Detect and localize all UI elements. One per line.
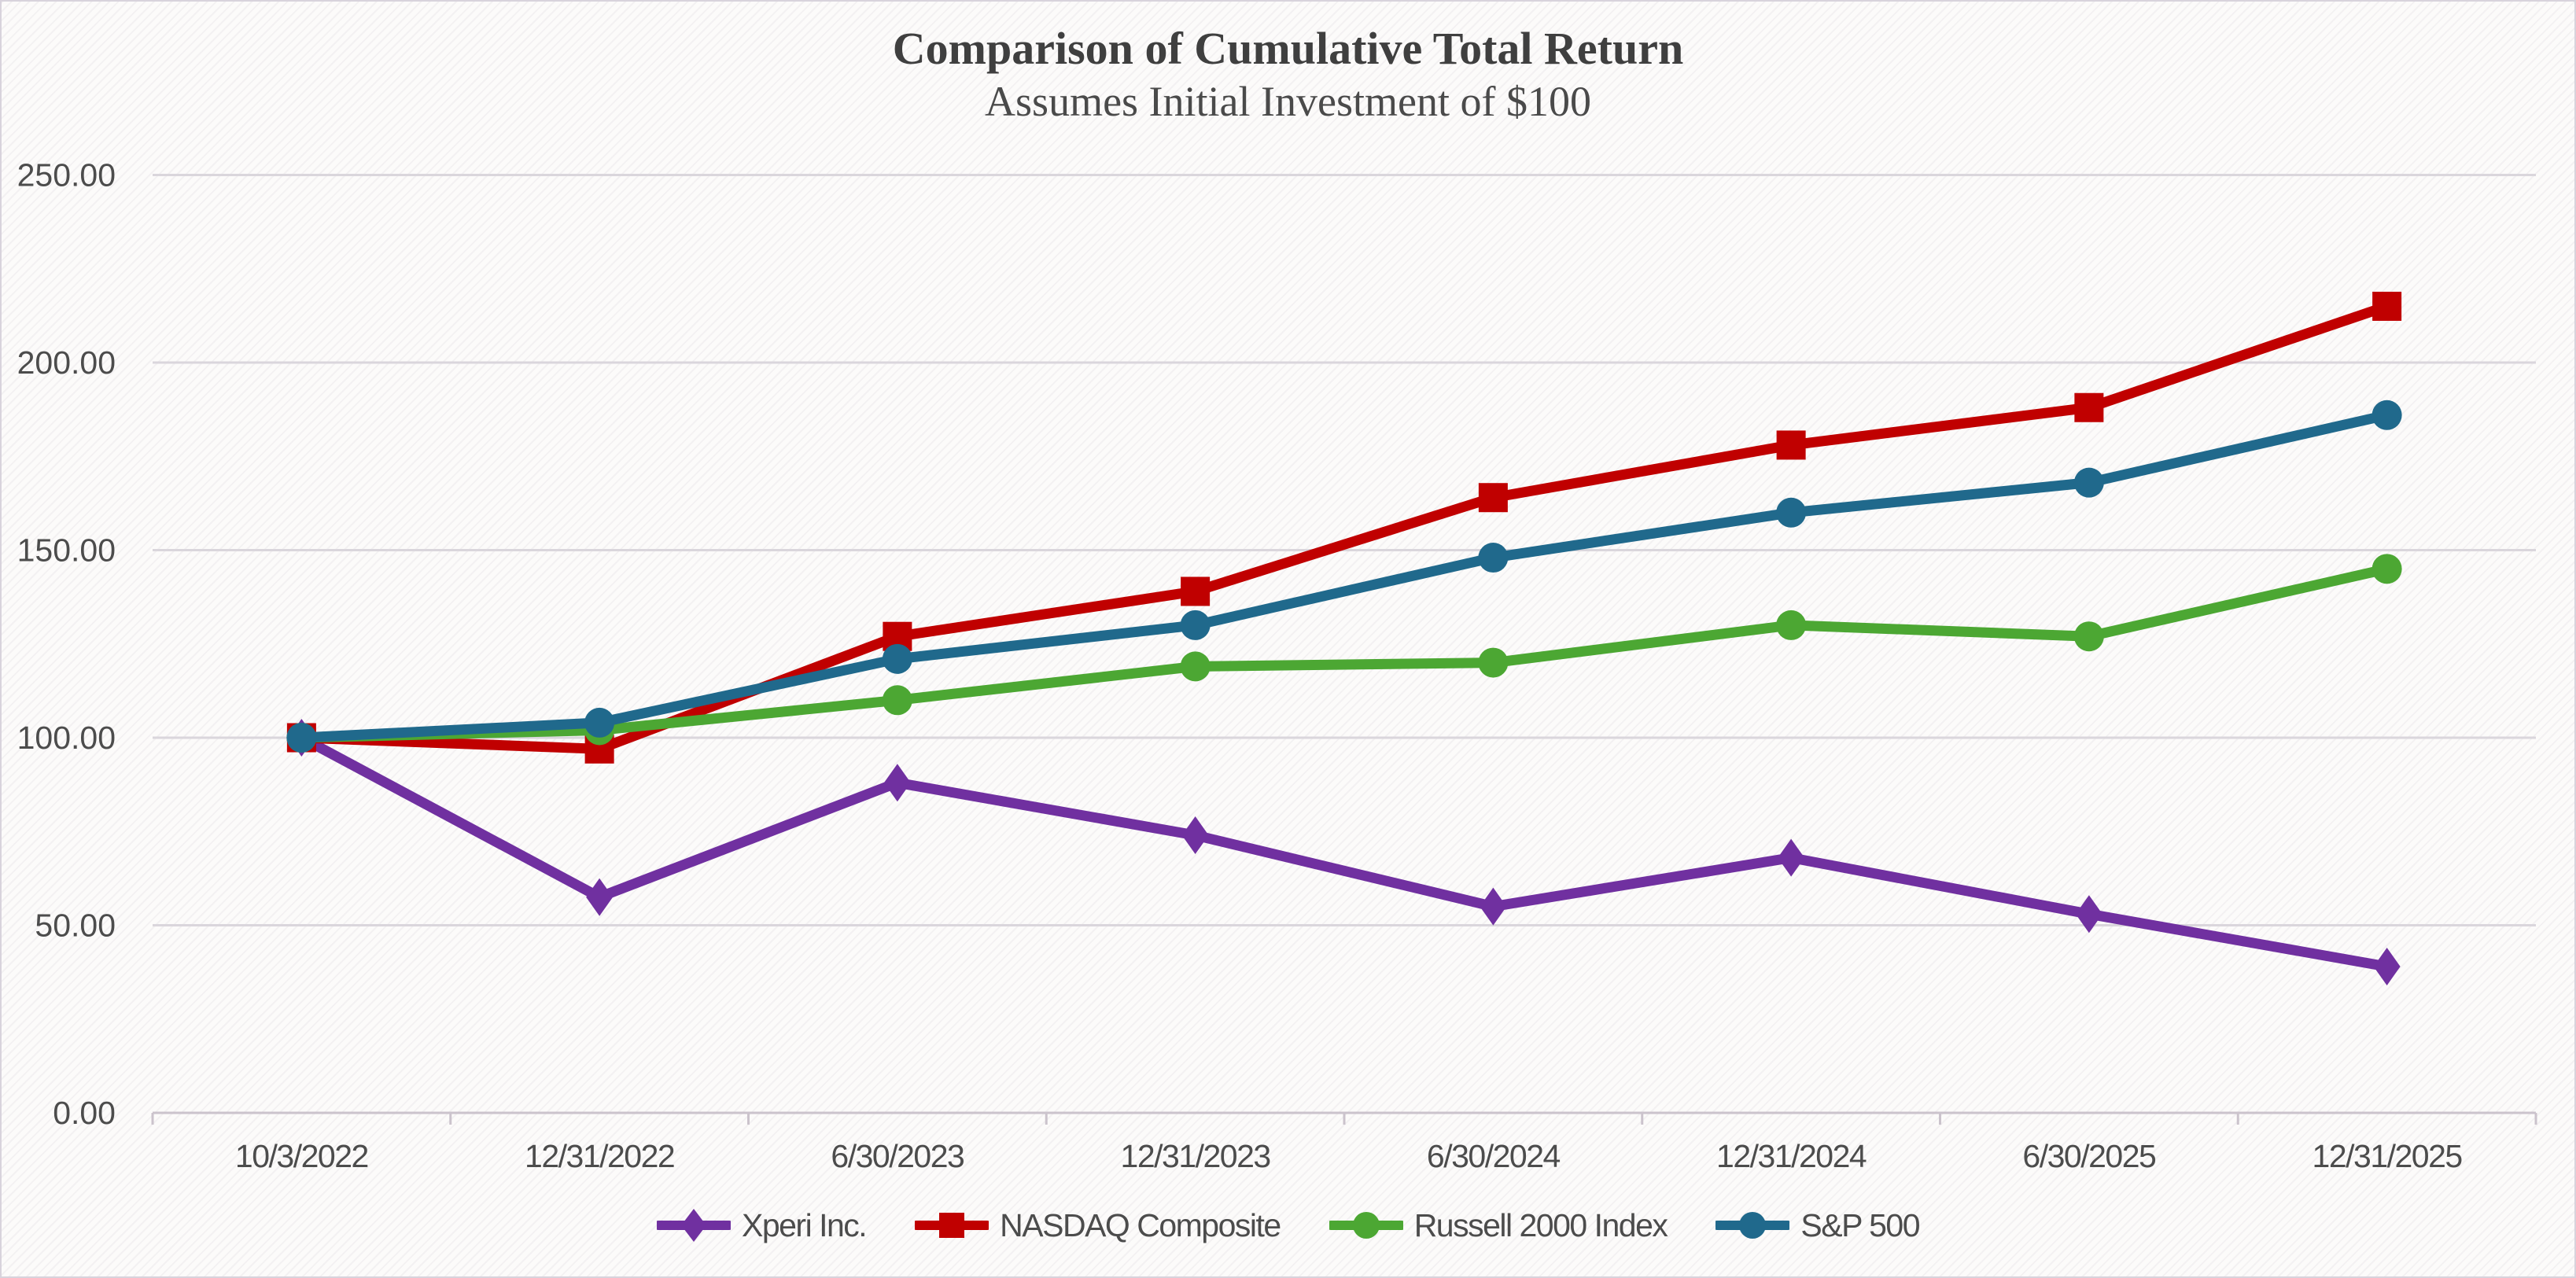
legend-key-circle-icon xyxy=(1329,1212,1403,1239)
circle-marker xyxy=(286,723,317,753)
square-marker xyxy=(2074,392,2104,422)
circle-marker xyxy=(2371,554,2402,584)
y-tick-label: 200.00 xyxy=(17,344,116,381)
circle-marker xyxy=(2371,400,2402,430)
legend-key-circle-icon xyxy=(1715,1212,1790,1239)
diamond-marker xyxy=(1480,887,1507,926)
x-tick-label: 6/30/2023 xyxy=(831,1138,964,1174)
circle-marker xyxy=(1180,651,1211,682)
diamond-marker xyxy=(2373,947,2401,985)
chart-title: Comparison of Cumulative Total Return xyxy=(892,23,1684,74)
square-marker xyxy=(1181,576,1211,606)
y-tick-label: 100.00 xyxy=(17,720,116,756)
legend-label-s-p-500: S&P 500 xyxy=(1800,1206,1920,1243)
circle-marker xyxy=(1776,610,1807,640)
circle-marker xyxy=(1478,647,1509,678)
legend-item-nasdaq-composite: NASDAQ Composite xyxy=(915,1205,1281,1246)
x-tick-label: 12/31/2025 xyxy=(2313,1138,2463,1174)
legend-key-diamond-icon xyxy=(656,1209,731,1242)
series-line-s-p-500 xyxy=(296,410,2393,743)
square-marker xyxy=(1776,430,1806,460)
y-tick-label: 150.00 xyxy=(17,532,116,569)
circle-marker xyxy=(2073,467,2104,498)
x-tick-label: 6/30/2025 xyxy=(2022,1138,2156,1174)
legend-label-russell-2000-index: Russell 2000 Index xyxy=(1413,1206,1668,1243)
diamond-marker xyxy=(2075,895,2102,934)
series-line-nasdaq-composite xyxy=(296,300,2393,754)
chart-subtitle: Assumes Initial Investment of $100 xyxy=(985,78,1591,125)
series-line-xperi-inc- xyxy=(296,732,2393,972)
square-marker xyxy=(2372,291,2402,321)
circle-marker xyxy=(882,685,912,716)
x-tick-label: 12/31/2024 xyxy=(1716,1138,1867,1174)
circle-marker xyxy=(882,643,912,674)
legend-item-xperi-inc-: Xperi Inc. xyxy=(656,1205,868,1246)
x-tick-label: 12/31/2023 xyxy=(1121,1138,1270,1174)
y-tick-label: 0.00 xyxy=(53,1095,116,1131)
legend-label-xperi-inc-: Xperi Inc. xyxy=(741,1206,868,1243)
diamond-marker xyxy=(883,764,911,802)
legend: Xperi Inc. NASDAQ Composite Russell 2000 I… xyxy=(2,1200,2574,1250)
circle-marker xyxy=(1478,543,1509,573)
legend-item-russell-2000-index: Russell 2000 Index xyxy=(1329,1205,1668,1246)
x-tick-label: 10/3/2022 xyxy=(235,1138,368,1174)
diamond-marker xyxy=(1778,838,1805,877)
x-tick-label: 6/30/2024 xyxy=(1427,1138,1561,1174)
x-tick-label: 12/31/2022 xyxy=(525,1138,674,1174)
y-tick-label: 50.00 xyxy=(35,908,116,944)
circle-marker xyxy=(1180,610,1211,640)
legend-item-s-p-500: S&P 500 xyxy=(1715,1205,1921,1246)
diamond-marker xyxy=(586,878,614,916)
circle-marker xyxy=(1776,497,1807,528)
square-marker xyxy=(1478,483,1508,513)
circle-marker xyxy=(2073,621,2104,652)
diamond-marker xyxy=(1181,816,1209,855)
y-tick-label: 250.00 xyxy=(17,157,116,193)
legend-key-square-icon xyxy=(915,1213,989,1238)
legend-label-nasdaq-composite: NASDAQ Composite xyxy=(1000,1206,1281,1243)
series-line-russell-2000-index xyxy=(296,563,2393,743)
circle-marker xyxy=(584,707,615,738)
